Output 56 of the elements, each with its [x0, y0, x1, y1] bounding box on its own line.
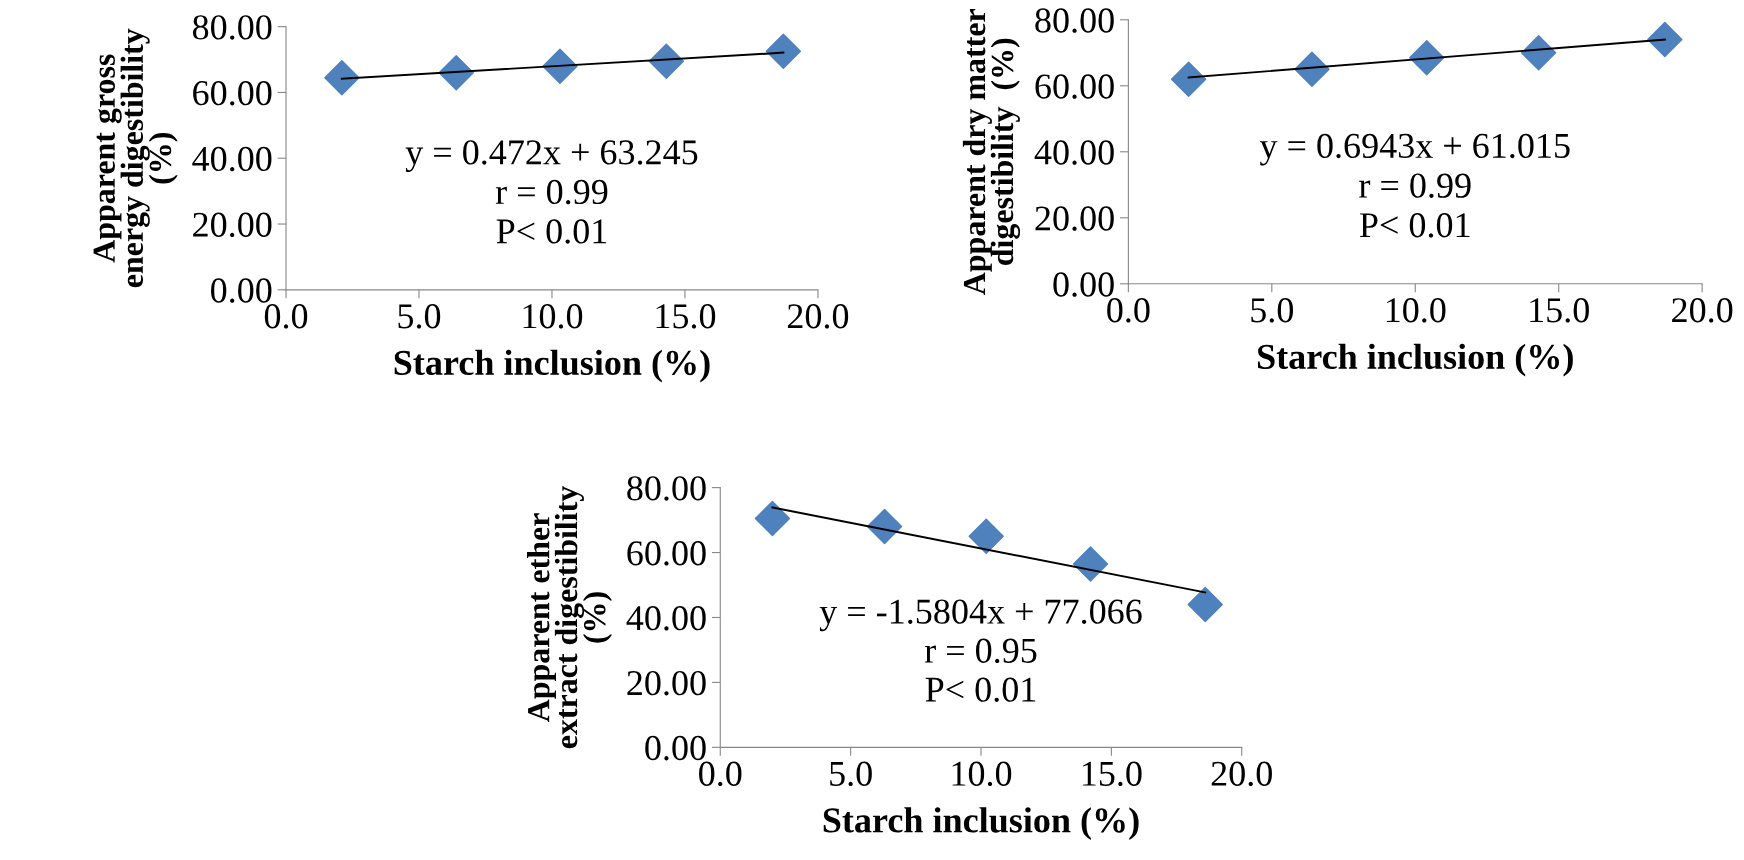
x-axis-title: Starch inclusion (%) — [394, 349, 710, 383]
x-tick-label: 0.0 — [699, 761, 742, 787]
y-tick-label: 80.00 — [627, 476, 706, 501]
y-tick-label: 80.00 — [192, 15, 272, 40]
y-tick-label: 0.00 — [645, 735, 706, 761]
point — [1170, 61, 1207, 97]
x-axis-title: Starch inclusion (%) — [823, 807, 1139, 840]
y-tick-label: 40.00 — [626, 605, 706, 631]
annotation: r = 0.99 — [495, 179, 608, 205]
x-tick-label: 15.0 — [1530, 298, 1589, 323]
annotation: P< 0.01 — [496, 219, 607, 244]
point — [1520, 35, 1557, 71]
point — [324, 59, 360, 96]
x-tick-label: 10.0 — [1386, 298, 1446, 323]
y-tick-label: 20.00 — [627, 670, 706, 696]
y-tick-label: 0.00 — [211, 278, 272, 303]
annotation: y = 0.472x + 63.245 — [405, 140, 698, 172]
x-tick-label: 20.0 — [1672, 298, 1733, 323]
x-tick-label: 20.0 — [1211, 761, 1272, 787]
annotation: P< 0.01 — [925, 677, 1036, 702]
point — [648, 43, 685, 79]
point — [754, 500, 791, 537]
y-tick-label: 40.00 — [1034, 140, 1114, 165]
x-tick-label: 15.0 — [1082, 761, 1142, 787]
x-tick-label: 20.0 — [787, 304, 849, 329]
y-tick-label: 20.00 — [1035, 206, 1114, 231]
annotation: P< 0.01 — [1359, 213, 1470, 238]
y-axis-title: Apparent ether extract digestibility (%) — [527, 486, 612, 749]
x-tick-label: 5.0 — [1251, 298, 1293, 323]
x-tick-label: 10.0 — [523, 304, 583, 329]
x-tick-label: 5.0 — [398, 304, 441, 329]
point — [968, 518, 1004, 555]
x-tick-label: 15.0 — [656, 304, 716, 329]
point — [1187, 586, 1223, 623]
y-tick-label: 0.00 — [1053, 272, 1114, 297]
y-axis-title: Apparent dry matter digestibility (%) — [962, 9, 1021, 295]
annotation: y = 0.6943x + 61.015 — [1259, 133, 1570, 166]
x-tick-label: 5.0 — [830, 761, 872, 787]
y-tick-label: 60.00 — [193, 80, 272, 106]
point — [1647, 21, 1683, 58]
y-axis-title: Apparent gross energy digestibility (%) — [93, 28, 178, 288]
y-tick-label: 40.00 — [192, 146, 272, 172]
y-tick-label: 60.00 — [1035, 74, 1114, 99]
point — [1072, 546, 1109, 582]
point — [866, 508, 903, 545]
x-axis-title: Starch inclusion (%) — [1258, 343, 1573, 377]
x-tick-label: 0.0 — [264, 304, 308, 329]
x-tick-label: 10.0 — [952, 761, 1012, 787]
y-tick-label: 20.00 — [193, 212, 272, 238]
y-tick-label: 80.00 — [1035, 8, 1114, 33]
point — [765, 33, 802, 70]
y-tick-label: 60.00 — [627, 541, 706, 566]
x-tick-label: 0.0 — [1107, 298, 1150, 323]
annotation: y = -1.5804x + 77.066 — [819, 599, 1142, 632]
annotation: r = 0.95 — [924, 638, 1037, 664]
annotation: r = 0.99 — [1359, 173, 1471, 198]
